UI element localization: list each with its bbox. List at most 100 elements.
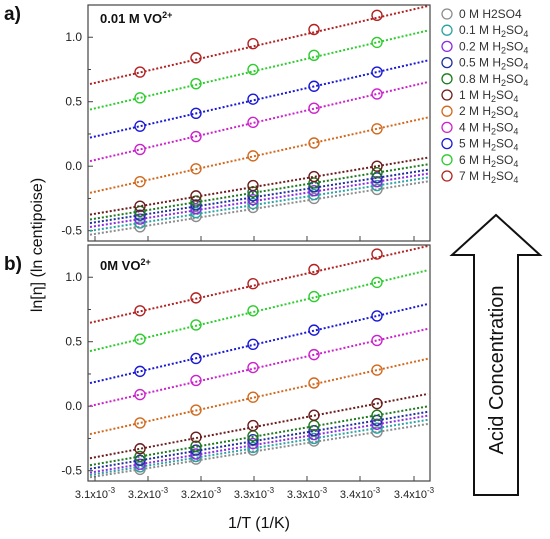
data-point bbox=[247, 116, 259, 129]
data-point bbox=[134, 213, 146, 225]
data-point bbox=[190, 195, 202, 207]
data-point bbox=[190, 210, 202, 223]
legend-entry: 1 M H2SO4 bbox=[459, 88, 518, 104]
data-point bbox=[190, 190, 202, 202]
data-point bbox=[247, 93, 259, 105]
fit-line bbox=[89, 29, 429, 111]
data-point bbox=[134, 450, 146, 463]
legend-marker bbox=[441, 170, 453, 182]
data-point bbox=[371, 334, 383, 347]
panel-b-frame bbox=[87, 244, 431, 482]
data-point bbox=[371, 175, 383, 188]
xtick-label: 3.4x10-3 bbox=[394, 486, 435, 501]
data-point bbox=[308, 290, 320, 303]
data-point bbox=[371, 36, 383, 49]
legend-marker bbox=[441, 89, 453, 101]
arrow-label: Acid Concentration bbox=[486, 286, 508, 455]
legend-marker bbox=[441, 154, 453, 166]
data-point bbox=[247, 194, 259, 206]
legend-marker bbox=[441, 105, 453, 117]
legend-entry: 7 M H2SO4 bbox=[459, 169, 518, 185]
fit-line bbox=[89, 245, 429, 324]
data-point bbox=[308, 348, 320, 361]
data-point bbox=[247, 391, 259, 403]
data-point bbox=[134, 143, 146, 156]
legend-entry: 0 M H2SO4 bbox=[459, 7, 522, 21]
data-point bbox=[247, 437, 259, 450]
data-point bbox=[134, 458, 146, 470]
data-point bbox=[190, 352, 202, 365]
x-axis-title: 1/T (1/K) bbox=[228, 515, 290, 532]
data-point bbox=[134, 305, 146, 317]
data-point bbox=[371, 276, 383, 289]
data-point bbox=[190, 448, 202, 460]
legend-marker bbox=[441, 56, 453, 69]
data-point bbox=[190, 292, 202, 304]
data-point bbox=[308, 185, 320, 197]
data-point bbox=[308, 409, 320, 421]
fit-line bbox=[89, 172, 429, 228]
data-point bbox=[134, 120, 146, 132]
ytick-label: -0.5 bbox=[61, 464, 82, 478]
acid-concentration-arrow bbox=[449, 213, 543, 496]
fit-line bbox=[89, 180, 429, 236]
data-point bbox=[247, 63, 259, 76]
panel-b-title-main: 0M VO bbox=[100, 258, 140, 273]
panel-b-label: b) bbox=[4, 254, 22, 275]
data-point bbox=[247, 441, 259, 454]
data-point bbox=[190, 440, 202, 452]
data-point bbox=[308, 102, 320, 114]
legend-entry: 6 M H2SO4 bbox=[459, 153, 518, 169]
data-point bbox=[190, 107, 202, 120]
legend-entry: 2 M H2SO4 bbox=[459, 104, 518, 120]
legend-marker bbox=[441, 8, 453, 20]
fit-line bbox=[89, 116, 429, 194]
legend-entry: 5 M H2SO4 bbox=[459, 137, 518, 153]
data-point bbox=[247, 179, 259, 192]
data-point bbox=[308, 188, 320, 201]
panel-a-title-main: 0.01 M VO bbox=[100, 11, 162, 26]
ytick-label: 0.5 bbox=[65, 335, 82, 349]
y-axis-title: ln[η] (ln centipoise) bbox=[29, 178, 46, 312]
data-point bbox=[190, 77, 202, 90]
data-point bbox=[371, 418, 383, 430]
data-point bbox=[308, 324, 320, 336]
data-point bbox=[371, 426, 383, 438]
data-point bbox=[371, 179, 383, 192]
data-point bbox=[308, 192, 320, 205]
data-point bbox=[371, 123, 383, 135]
fit-line bbox=[89, 5, 429, 86]
data-point bbox=[247, 361, 259, 374]
legend-entry: 0.2 M H2SO4 bbox=[459, 39, 528, 55]
data-point bbox=[308, 432, 320, 445]
data-point bbox=[134, 92, 146, 104]
data-point bbox=[134, 388, 146, 401]
data-point bbox=[371, 248, 383, 260]
data-point bbox=[308, 137, 320, 149]
data-point bbox=[308, 263, 320, 276]
data-point bbox=[190, 199, 202, 211]
data-point bbox=[247, 434, 259, 446]
data-point bbox=[247, 150, 259, 162]
data-point bbox=[190, 203, 202, 215]
fit-line bbox=[89, 392, 429, 460]
xtick-label: 3.3x10-3 bbox=[287, 486, 328, 501]
data-point bbox=[371, 88, 383, 100]
data-point bbox=[134, 209, 146, 221]
panel-a-title: 0.01 M VO2+ bbox=[100, 10, 172, 26]
legend-marker bbox=[441, 40, 453, 53]
ytick-label: 1.0 bbox=[65, 30, 82, 44]
legend-entry: 4 M H2SO4 bbox=[459, 120, 518, 136]
data-point bbox=[371, 160, 383, 172]
data-point bbox=[371, 183, 383, 196]
panel-a-label: a) bbox=[4, 4, 21, 25]
fit-line bbox=[89, 176, 429, 232]
legend-marker bbox=[441, 137, 453, 150]
panel-a-frame bbox=[87, 4, 431, 242]
data-point bbox=[190, 404, 202, 416]
data-point bbox=[247, 201, 259, 214]
ytick-label: 0.0 bbox=[65, 399, 82, 413]
data-point bbox=[247, 197, 259, 210]
data-point bbox=[134, 217, 146, 229]
